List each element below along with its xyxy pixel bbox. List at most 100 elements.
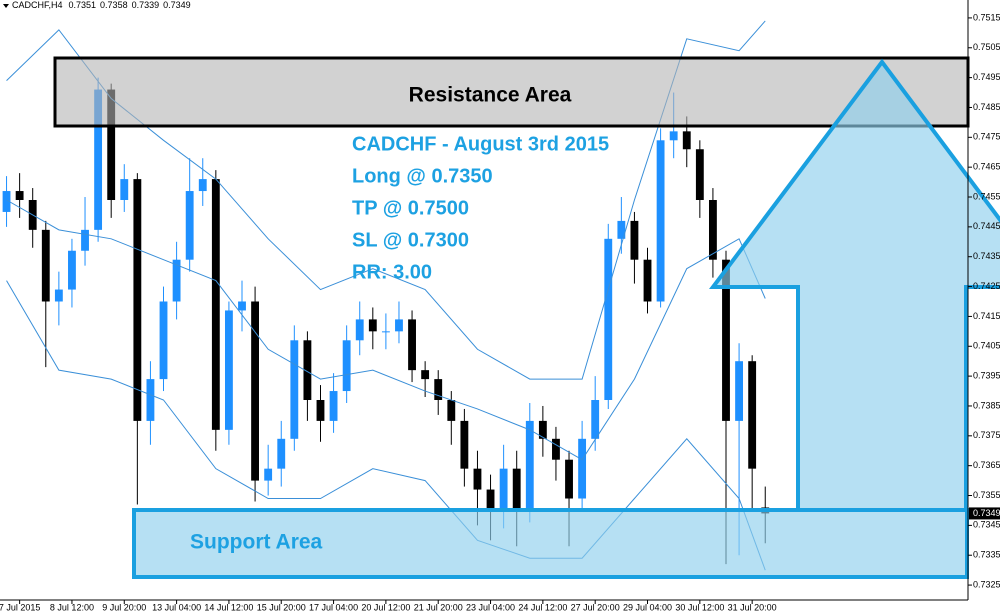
header-value: 0.7349 — [163, 0, 191, 10]
y-tick-label: 0.7495 — [973, 72, 1000, 82]
x-tick-label: 31 Jul 20:00 — [728, 602, 777, 612]
bollinger-band — [6, 280, 766, 571]
candle-body — [238, 301, 246, 311]
x-tick-label: 13 Jul 04:00 — [152, 602, 201, 612]
y-tick-label: 0.7395 — [973, 370, 1000, 380]
candle-body — [669, 131, 678, 141]
candle-body — [133, 179, 142, 421]
candle-body — [120, 179, 129, 200]
current-price: 0.7349 — [973, 508, 1000, 518]
trade-notes: CADCHF - August 3rd 2015 Long @ 0.7350 TP … — [352, 133, 609, 283]
candle-body — [421, 370, 430, 380]
trade-note: TP @ 0.7500 — [352, 197, 469, 219]
candle-body — [68, 250, 76, 290]
candle-body — [303, 340, 312, 400]
x-tick-label: 7 Jul 2015 — [0, 602, 40, 612]
y-tick-label: 0.7345 — [973, 520, 1000, 530]
candle-body — [316, 400, 325, 421]
candle-body — [630, 220, 639, 260]
y-tick-label: 0.7325 — [973, 579, 1000, 589]
candle-body — [722, 259, 730, 421]
candle-body — [708, 200, 717, 260]
candle-body — [146, 379, 155, 421]
candle-body — [591, 400, 600, 439]
x-tick-label: 23 Jul 04:00 — [466, 602, 515, 612]
trade-note: CADCHF - August 3rd 2015 — [352, 133, 609, 155]
candle-body — [395, 319, 403, 332]
y-tick-label: 0.7385 — [973, 400, 1000, 410]
candle-body — [81, 229, 89, 251]
y-tick-label: 0.7475 — [973, 132, 1000, 142]
y-tick-label: 0.7355 — [973, 490, 1000, 500]
trade-note: SL @ 0.7300 — [352, 229, 469, 251]
candle-body — [748, 361, 757, 469]
header-value: 0.7339 — [132, 0, 160, 10]
candle-body — [198, 179, 207, 192]
candle-body — [329, 391, 338, 421]
candle-body — [735, 361, 744, 421]
y-tick-label: 0.7335 — [973, 550, 1000, 560]
y-tick-label: 0.7425 — [973, 281, 1000, 291]
x-tick-label: 30 Jul 12:00 — [675, 602, 724, 612]
candle-body — [512, 468, 521, 511]
candle-body — [538, 420, 547, 439]
candle-body — [682, 131, 691, 150]
x-tick-label: 21 Jul 20:00 — [414, 602, 463, 612]
candle-body — [94, 89, 103, 230]
candle-body — [172, 259, 181, 302]
candle-body — [408, 319, 416, 371]
header-value: 0.7351 — [69, 0, 97, 10]
x-tick-label: 17 Jul 04:00 — [309, 602, 358, 612]
candle-body — [251, 301, 260, 481]
trade-note: Long @ 0.7350 — [352, 165, 493, 187]
candle-body — [434, 379, 443, 400]
candle-body — [473, 468, 482, 490]
candle-body — [224, 310, 233, 430]
y-tick-label: 0.7405 — [973, 341, 1000, 351]
y-tick-label: 0.7415 — [973, 311, 1000, 321]
candle-body — [381, 331, 390, 333]
candle-body — [368, 319, 377, 332]
x-tick-label: 24 Jul 12:00 — [518, 602, 567, 612]
candle-body — [460, 420, 469, 469]
x-tick-label: 14 Jul 12:00 — [204, 602, 253, 612]
candle-body — [656, 140, 665, 302]
candle-body — [159, 301, 168, 380]
y-tick-label: 0.7445 — [973, 221, 1000, 231]
candle-body — [211, 179, 220, 430]
candle-body — [107, 89, 116, 200]
candle-body — [617, 220, 626, 239]
menu-arrow — [3, 4, 9, 8]
resistance-zone — [53, 56, 970, 128]
candle-body — [185, 191, 194, 260]
candle-body — [486, 489, 495, 511]
x-tick-label: 9 Jul 20:00 — [102, 602, 146, 612]
candle-body — [290, 340, 299, 439]
x-tick-label: 8 Jul 12:00 — [50, 602, 94, 612]
x-tick-label: 15 Jul 20:00 — [257, 602, 306, 612]
candle-body — [41, 229, 50, 302]
candle-body — [54, 289, 63, 302]
y-tick-label: 0.7455 — [973, 191, 1000, 201]
candle-body — [2, 191, 11, 212]
candle-body — [499, 468, 508, 511]
candle-body — [552, 438, 560, 460]
price-label-bg — [969, 507, 1000, 520]
candle-body — [604, 238, 613, 400]
candle-body — [342, 340, 351, 392]
y-tick-label: 0.7505 — [973, 42, 1000, 52]
y-tick-label: 0.7465 — [973, 162, 1000, 172]
axes: 0.7325 0.7335 0.7345 0.7355 0.7365 0.7375 0.73… — [0, 12, 1000, 612]
up-arrow — [708, 58, 1000, 512]
y-tick-label: 0.7515 — [973, 12, 1000, 22]
candle-body — [264, 468, 273, 481]
candle-body — [277, 438, 286, 469]
bollinger-band — [6, 199, 766, 461]
candle-body — [578, 438, 587, 499]
x-tick-label: 27 Jul 20:00 — [571, 602, 620, 612]
trade-note: RR: 3.00 — [352, 261, 432, 283]
support-label: Support Area — [190, 531, 323, 554]
candle-body — [643, 259, 652, 302]
candle-body — [695, 149, 704, 200]
